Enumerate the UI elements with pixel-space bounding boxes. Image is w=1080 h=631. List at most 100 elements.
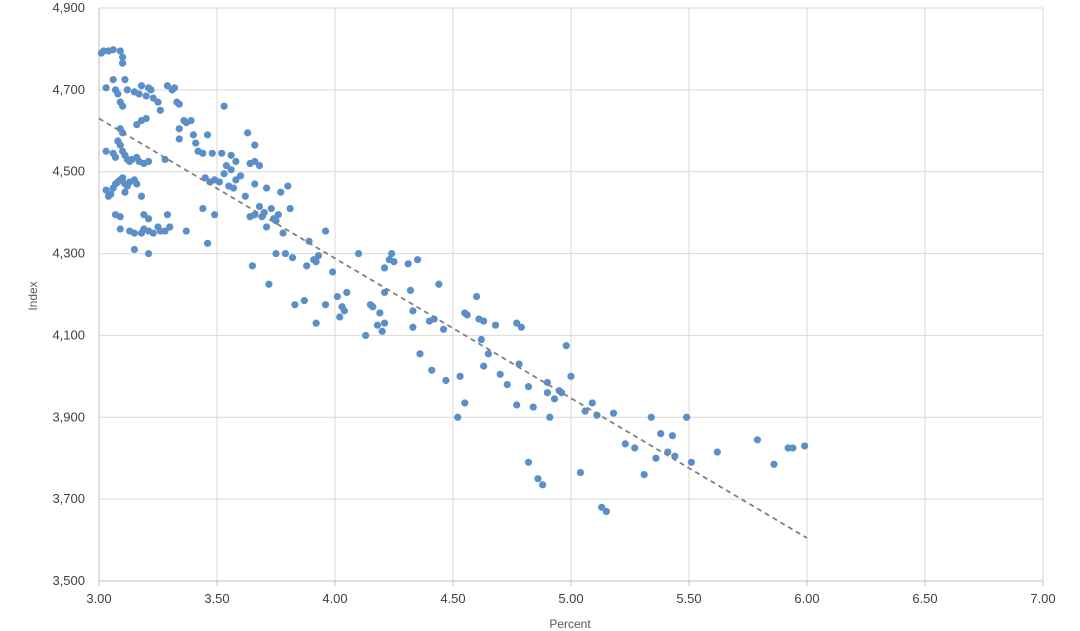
data-point (388, 249, 396, 258)
data-point (428, 366, 436, 374)
data-point (461, 399, 469, 407)
data-point (237, 172, 245, 180)
data-point (562, 342, 570, 350)
x-tick-label: 6.00 (794, 591, 819, 606)
data-point (286, 204, 294, 213)
data-point (369, 303, 377, 311)
data-point (189, 131, 197, 139)
data-point (454, 413, 462, 421)
data-point (277, 188, 285, 196)
data-point (513, 401, 521, 409)
data-point (175, 100, 183, 108)
data-point (373, 321, 382, 329)
data-point (203, 239, 212, 247)
x-tick-label: 7.00 (1030, 591, 1055, 606)
data-point (647, 413, 655, 421)
data-point (550, 395, 559, 403)
data-point (199, 204, 207, 213)
data-point (329, 268, 337, 276)
x-axis-title: Percent (549, 617, 591, 631)
data-point (130, 245, 138, 254)
data-point (109, 46, 117, 54)
x-tick-label: 6.50 (912, 591, 937, 606)
data-point (144, 215, 153, 223)
data-point (192, 139, 200, 147)
data-point (175, 125, 183, 133)
data-point (524, 382, 533, 391)
data-point (770, 460, 778, 468)
x-tick-label: 4.50 (440, 591, 465, 606)
data-point (140, 211, 148, 219)
y-tick-label: 4,100 (52, 327, 85, 342)
data-point (170, 84, 179, 92)
data-point (135, 90, 143, 98)
data-point (119, 174, 127, 182)
data-point (227, 151, 235, 159)
data-point (281, 249, 290, 258)
data-point (267, 204, 275, 213)
y-tick-label: 3,500 (52, 573, 85, 588)
data-point (439, 325, 448, 333)
data-point (288, 254, 297, 262)
data-point (314, 252, 323, 260)
data-point (524, 458, 533, 466)
x-tick-label: 3.00 (86, 591, 111, 606)
data-point (163, 211, 172, 219)
data-point (147, 86, 155, 94)
data-point (248, 262, 256, 270)
data-point (215, 178, 223, 186)
data-point (218, 149, 226, 157)
data-point (114, 90, 122, 98)
data-point (491, 321, 500, 329)
data-point (336, 313, 344, 321)
data-point (300, 297, 308, 305)
data-point (220, 170, 228, 178)
data-point (220, 102, 228, 110)
data-point (409, 323, 417, 331)
data-point (343, 288, 351, 297)
data-point (137, 192, 146, 200)
data-point (265, 280, 273, 288)
data-point (199, 149, 207, 157)
data-point (144, 157, 153, 166)
data-point (227, 166, 235, 174)
data-point (567, 372, 575, 380)
data-point (546, 413, 554, 421)
data-point (262, 184, 271, 192)
data-point (312, 258, 320, 266)
data-point (414, 256, 422, 264)
data-point (208, 149, 216, 157)
x-tick-label: 4.00 (322, 591, 347, 606)
tick-labels: 3.00 3.50 4.00 4.50 5.00 5.50 6.00 6.50 7.00 3,50… (52, 0, 1055, 606)
data-point (380, 319, 389, 327)
data-point (119, 102, 127, 110)
data-point (255, 161, 264, 170)
data-point (142, 92, 150, 100)
data-point (362, 331, 370, 340)
data-point (163, 82, 172, 90)
data-point (652, 454, 660, 462)
data-point (409, 307, 417, 315)
data-point (232, 176, 240, 184)
data-point (111, 153, 120, 161)
data-point (211, 211, 219, 219)
data-point (598, 503, 606, 511)
data-point (713, 448, 721, 456)
data-point (255, 202, 264, 211)
data-point (668, 432, 677, 440)
data-point (133, 121, 141, 129)
data-point (621, 440, 629, 448)
data-point (602, 507, 611, 516)
data-point (203, 131, 212, 139)
gridlines (99, 7, 1044, 581)
data-point (109, 76, 117, 84)
data-point (609, 409, 618, 417)
data-points (97, 46, 809, 516)
data-point (262, 223, 271, 231)
y-tick-label: 4,300 (52, 246, 85, 261)
data-point (102, 147, 110, 155)
data-point (321, 301, 330, 309)
data-point (390, 258, 398, 266)
data-point (416, 350, 424, 358)
data-point (251, 141, 259, 149)
